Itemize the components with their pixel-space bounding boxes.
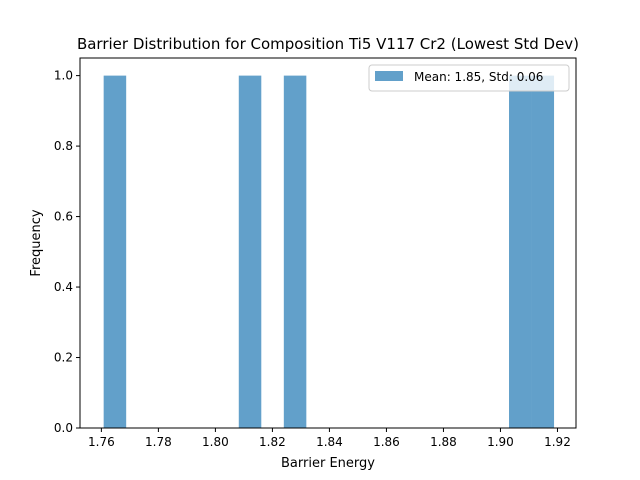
histogram-bar-4 [531, 75, 555, 428]
y-axis-ticks: 0.0 0.2 0.4 0.6 0.8 1.0 [54, 69, 80, 435]
y-tick-label-0: 0.0 [54, 421, 73, 435]
x-axis-label: Barrier Energy [281, 456, 375, 471]
plot-frame [79, 57, 577, 429]
x-tick-label-6: 1.88 [430, 435, 457, 449]
legend-swatch [375, 71, 403, 81]
histogram-bar-3 [509, 75, 532, 428]
y-tick-label-4: 0.8 [54, 139, 73, 153]
y-tick-label-3: 0.6 [54, 210, 73, 224]
chart-title: Barrier Distribution for Composition Ti5… [77, 35, 579, 53]
y-tick-label-5: 1.0 [54, 69, 73, 83]
x-tick-label-8: 1.92 [544, 435, 571, 449]
x-tick-label-7: 1.90 [487, 435, 514, 449]
legend-box [368, 64, 570, 92]
x-tick-label-0: 1.76 [88, 435, 115, 449]
x-tick-label-2: 1.80 [202, 435, 229, 449]
x-tick-label-5: 1.86 [373, 435, 400, 449]
histogram-bar-1 [238, 75, 262, 428]
y-tick-label-1: 0.2 [54, 351, 73, 365]
x-tick-label-4: 1.84 [316, 435, 343, 449]
bars-group [103, 75, 555, 428]
legend: Mean: 1.85, Std: 0.06 [368, 64, 570, 92]
x-tick-label-1: 1.78 [145, 435, 172, 449]
y-axis-label: Frequency [29, 209, 44, 276]
histogram-bar-2 [283, 75, 307, 428]
x-tick-label-3: 1.82 [259, 435, 286, 449]
legend-label: Mean: 1.85, Std: 0.06 [414, 70, 543, 84]
y-tick-label-2: 0.4 [54, 280, 73, 294]
histogram-bar-0 [103, 75, 127, 428]
x-axis-ticks: 1.76 1.78 1.80 1.82 1.84 1.86 1.88 1.90 1.92 [88, 428, 571, 449]
